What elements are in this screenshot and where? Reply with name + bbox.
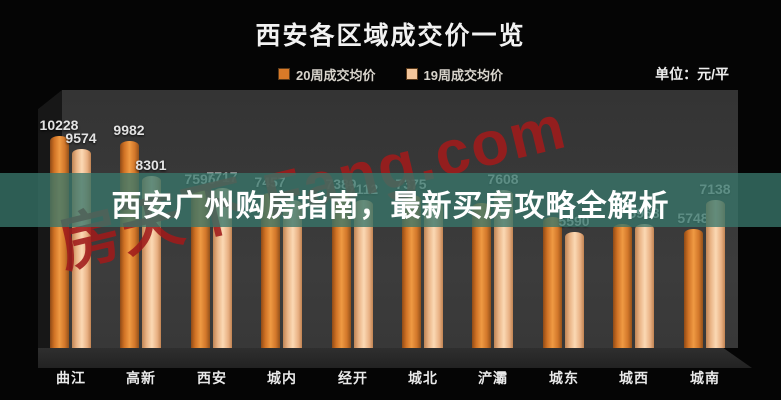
bar: [283, 200, 302, 348]
x-axis: 曲江 高新 西安 城内 经开 城北 浐灞 城东 城西 城南: [0, 366, 781, 388]
x-axis-label: 城南: [690, 370, 720, 386]
headline-banner-text: 西安广州购房指南，最新买房攻略全解析: [111, 190, 670, 223]
bar-value-label: 9574: [65, 130, 97, 146]
bar: [706, 200, 725, 348]
x-axis-label: 高新: [126, 370, 156, 386]
headline-banner-band: [0, 173, 781, 227]
bar: [565, 232, 584, 348]
chart-legend: 20周成交均价 19周成交均价: [0, 64, 781, 84]
bar: [402, 195, 421, 348]
bar: [613, 224, 632, 348]
x-axis-label: 城北: [408, 370, 438, 386]
bar: [684, 229, 703, 348]
bar: [213, 188, 232, 348]
legend-item-week19: 19周成交均价: [405, 65, 503, 84]
bar: [635, 224, 654, 348]
chart-floor: [38, 348, 752, 368]
bar: [424, 202, 443, 348]
bar: [191, 190, 210, 348]
bar: [494, 190, 513, 348]
bars-layer: 1022899827595745773897375574895748301771…: [40, 90, 740, 348]
bar: [261, 193, 280, 348]
legend-swatch-week19-icon: [405, 68, 418, 80]
x-axis-label: 城东: [549, 370, 579, 386]
x-axis-label: 城内: [267, 370, 297, 386]
x-axis-label: 西安: [197, 370, 227, 386]
bar: [354, 200, 373, 348]
x-axis-label: 曲江: [56, 370, 86, 386]
unit-label: 单位：元/平: [655, 66, 729, 82]
legend-swatch-week20-icon: [278, 68, 291, 80]
legend-label-week19: 19周成交均价: [423, 67, 503, 83]
x-axis-label: 浐灞: [478, 370, 508, 386]
legend-item-week20: 20周成交均价: [278, 65, 376, 84]
bar-value-label: 9982: [113, 122, 145, 138]
legend-label-week20: 20周成交均价: [296, 67, 376, 83]
bar: [332, 195, 351, 348]
bar-value-label: 10228: [39, 117, 79, 133]
bar: [472, 203, 491, 348]
x-axis-label: 城西: [619, 370, 649, 386]
bar: [543, 217, 562, 348]
bar-value-label: 8301: [135, 157, 167, 173]
page-title: 西安各区域成交价一览: [255, 22, 526, 50]
x-axis-label: 经开: [338, 370, 368, 386]
